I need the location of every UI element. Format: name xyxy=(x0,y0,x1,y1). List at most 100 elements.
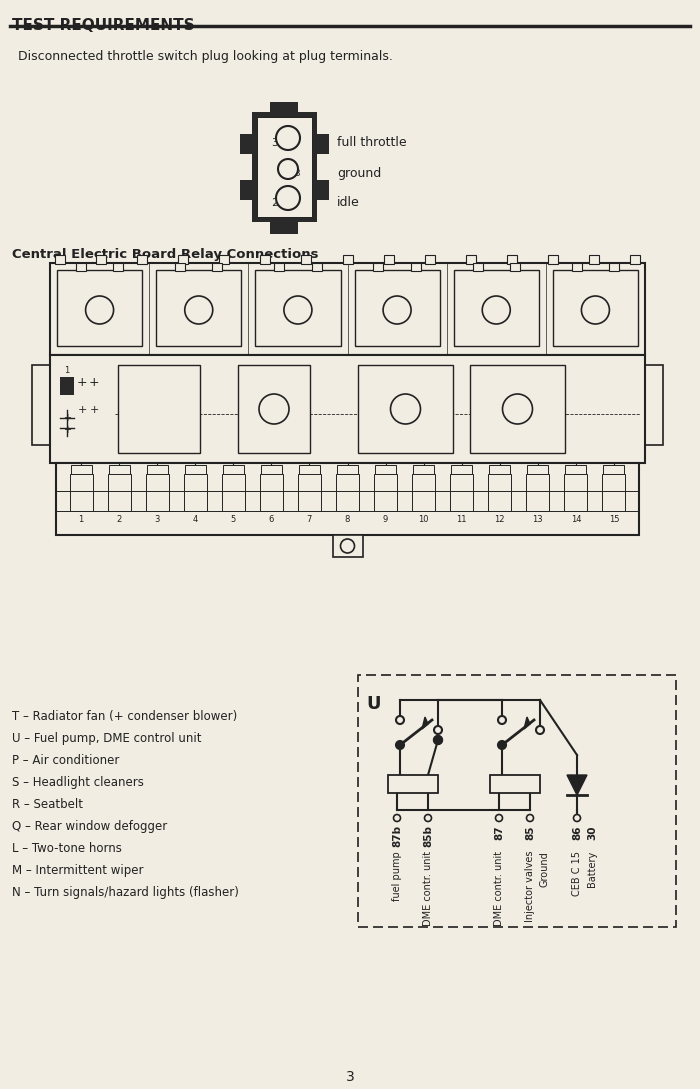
Text: U: U xyxy=(194,308,204,322)
Bar xyxy=(298,491,321,511)
Text: U: U xyxy=(366,695,381,713)
Text: 30: 30 xyxy=(587,825,597,840)
Bar xyxy=(57,270,142,346)
Bar xyxy=(137,255,147,264)
Bar xyxy=(76,264,86,271)
Bar xyxy=(260,491,283,511)
Bar xyxy=(603,465,624,475)
Bar xyxy=(60,377,74,395)
Bar xyxy=(240,180,254,200)
Text: 8: 8 xyxy=(345,515,350,524)
Circle shape xyxy=(284,296,312,325)
Bar xyxy=(490,775,540,793)
Bar xyxy=(260,255,270,264)
Circle shape xyxy=(383,296,411,325)
Bar xyxy=(337,465,358,475)
Bar xyxy=(373,264,384,271)
Bar xyxy=(32,365,51,445)
Bar xyxy=(69,474,92,492)
Text: S – Headlight cleaners: S – Headlight cleaners xyxy=(12,776,144,790)
Bar xyxy=(302,255,312,264)
Bar xyxy=(354,270,440,346)
Bar xyxy=(184,474,206,492)
Bar xyxy=(466,255,476,264)
Bar xyxy=(507,255,517,264)
Circle shape xyxy=(573,815,580,821)
Circle shape xyxy=(393,815,400,821)
Text: L – Two-tone horns: L – Two-tone horns xyxy=(12,842,122,855)
Circle shape xyxy=(434,736,442,744)
Bar xyxy=(108,491,131,511)
Bar xyxy=(566,465,587,475)
Circle shape xyxy=(424,815,431,821)
Bar xyxy=(108,474,131,492)
Bar xyxy=(630,255,640,264)
Text: P – Air conditioner: P – Air conditioner xyxy=(12,754,120,767)
Bar xyxy=(412,474,435,492)
Bar xyxy=(489,465,510,475)
Text: 1: 1 xyxy=(64,366,69,375)
Text: 3: 3 xyxy=(271,138,278,148)
Text: 15: 15 xyxy=(609,515,620,524)
Text: 9: 9 xyxy=(383,515,389,524)
Text: N: N xyxy=(512,406,523,421)
Text: 18: 18 xyxy=(290,169,302,178)
Bar xyxy=(156,270,241,346)
Text: M: M xyxy=(399,406,412,421)
Bar xyxy=(96,255,106,264)
Bar xyxy=(312,264,322,271)
Bar xyxy=(256,270,340,346)
Bar xyxy=(213,264,223,271)
Text: P: P xyxy=(294,308,302,322)
Text: Central Electric Board Relay Connections: Central Electric Board Relay Connections xyxy=(12,248,318,261)
Circle shape xyxy=(526,815,533,821)
Circle shape xyxy=(276,186,300,210)
Bar xyxy=(564,491,587,511)
Text: N – Turn signals/hazard lights (flasher): N – Turn signals/hazard lights (flasher) xyxy=(12,886,239,900)
Bar xyxy=(454,270,539,346)
Bar xyxy=(317,180,329,200)
Text: DME contr. unit: DME contr. unit xyxy=(494,851,504,926)
Bar xyxy=(270,222,298,234)
Bar xyxy=(374,474,397,492)
Text: Disconnected throttle switch plug looking at plug terminals.: Disconnected throttle switch plug lookin… xyxy=(18,50,393,63)
Circle shape xyxy=(536,726,544,734)
Text: 87: 87 xyxy=(494,825,504,840)
Bar xyxy=(374,491,397,511)
Circle shape xyxy=(340,539,354,553)
Bar xyxy=(510,264,520,271)
Bar xyxy=(384,255,393,264)
Bar xyxy=(473,264,482,271)
Circle shape xyxy=(276,126,300,150)
Text: ground: ground xyxy=(337,167,382,180)
Text: T: T xyxy=(95,308,104,322)
Circle shape xyxy=(278,159,298,179)
Bar xyxy=(413,465,434,475)
Text: 11: 11 xyxy=(456,515,467,524)
Bar xyxy=(645,365,663,445)
Circle shape xyxy=(396,715,404,724)
Bar xyxy=(146,491,169,511)
Text: 13: 13 xyxy=(533,515,543,524)
Circle shape xyxy=(498,741,506,749)
Bar xyxy=(223,465,244,475)
Bar xyxy=(603,474,625,492)
Bar xyxy=(270,102,298,114)
Circle shape xyxy=(434,726,442,734)
Circle shape xyxy=(482,296,510,325)
Bar xyxy=(526,491,550,511)
Bar xyxy=(240,134,254,154)
Bar xyxy=(564,474,587,492)
Text: +: + xyxy=(77,405,87,415)
Bar xyxy=(238,365,310,453)
Text: U – Fuel pump, DME control unit: U – Fuel pump, DME control unit xyxy=(12,732,202,745)
Bar xyxy=(452,465,472,475)
Bar xyxy=(261,465,282,475)
Circle shape xyxy=(259,394,289,424)
Text: M – Intermittent wiper: M – Intermittent wiper xyxy=(12,864,144,877)
Polygon shape xyxy=(567,775,587,795)
Bar xyxy=(50,264,645,355)
Text: CEB C 15: CEB C 15 xyxy=(572,851,582,896)
Text: Battery: Battery xyxy=(587,851,597,888)
Text: 14: 14 xyxy=(570,515,581,524)
